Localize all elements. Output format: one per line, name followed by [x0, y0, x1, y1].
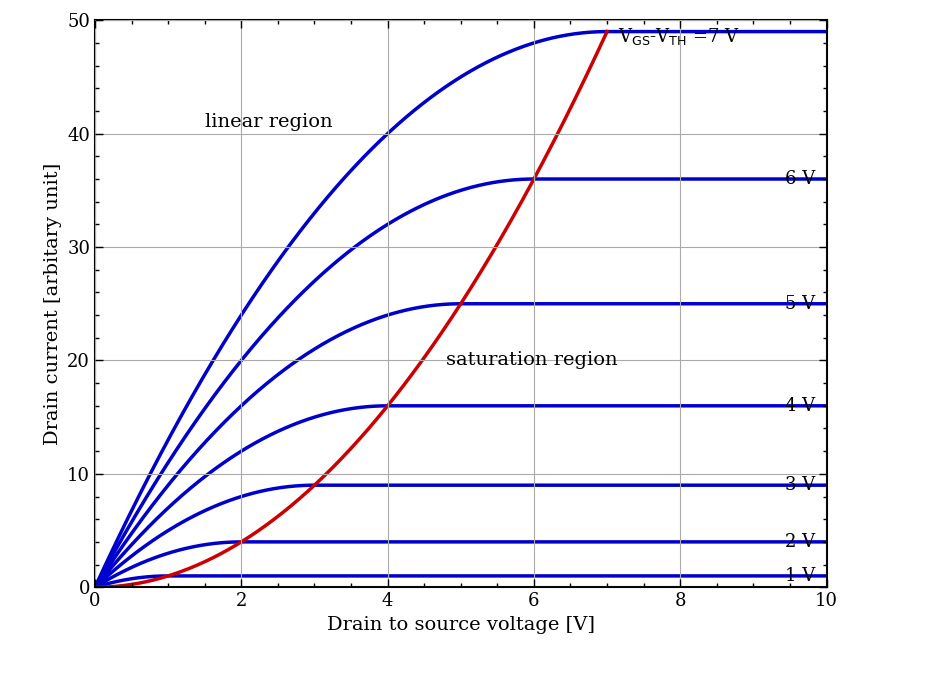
Text: 1 V: 1 V — [786, 567, 815, 585]
Text: 2 V: 2 V — [786, 533, 815, 551]
Text: saturation region: saturation region — [446, 352, 618, 369]
Text: 5 V: 5 V — [786, 295, 815, 313]
Text: V$_{\mathsf{GS}}$-V$_{\mathsf{TH}}$ =7 V: V$_{\mathsf{GS}}$-V$_{\mathsf{TH}}$ =7 V — [618, 26, 740, 47]
Text: 4 V: 4 V — [786, 397, 815, 415]
Text: 3 V: 3 V — [786, 476, 815, 494]
X-axis label: Drain to source voltage [V]: Drain to source voltage [V] — [327, 616, 595, 634]
Y-axis label: Drain current [arbitary unit]: Drain current [arbitary unit] — [44, 163, 62, 445]
Text: 6 V: 6 V — [786, 170, 815, 188]
Text: linear region: linear region — [205, 113, 332, 132]
